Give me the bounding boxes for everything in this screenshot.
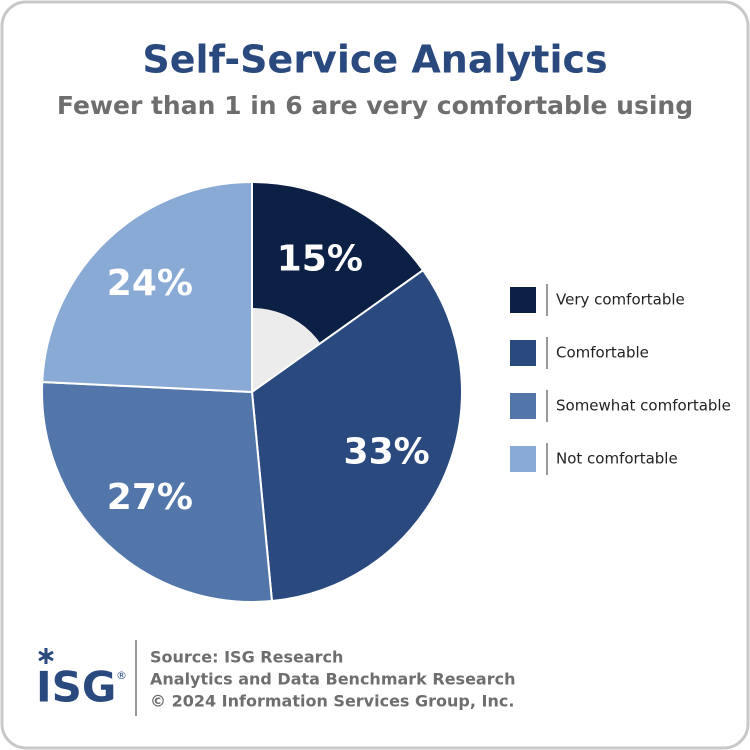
legend-swatch	[510, 393, 536, 419]
chart-title: Self-Service Analytics	[142, 38, 607, 82]
legend-swatch	[510, 340, 536, 366]
logo-asterisk	[38, 648, 54, 664]
legend-label: Not comfortable	[556, 450, 678, 468]
legend-swatch	[510, 287, 536, 313]
source-line: Analytics and Data Benchmark Research	[150, 670, 516, 689]
value-label: 24%	[107, 263, 193, 304]
value-label: 27%	[107, 477, 193, 518]
source-line: Source: ISG Research	[150, 648, 343, 667]
value-label: 33%	[344, 431, 430, 472]
logo: ISG	[36, 663, 116, 712]
value-label: 15%	[277, 238, 363, 279]
source-line: © 2024 Information Services Group, Inc.	[150, 692, 514, 711]
slice	[250, 268, 463, 603]
legend-label: Very comfortable	[556, 291, 685, 309]
legend-label: Comfortable	[556, 344, 649, 362]
slice	[41, 380, 274, 603]
logo-mark: ®	[116, 669, 127, 682]
chart-subtitle: Fewer than 1 in 6 are very comfortable u…	[57, 91, 693, 120]
legend-label: Somewhat comfortable	[556, 397, 731, 415]
legend-swatch	[510, 446, 536, 472]
slice	[41, 180, 253, 394]
